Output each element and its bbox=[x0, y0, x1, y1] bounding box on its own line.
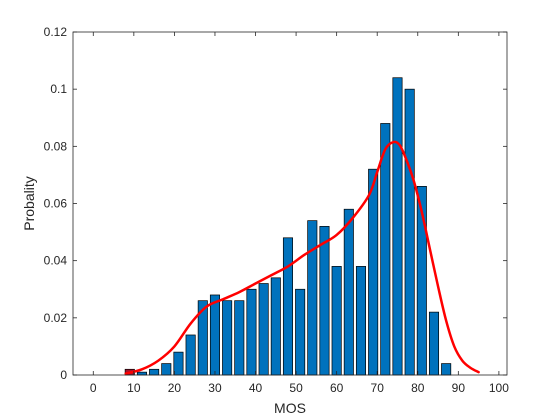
histogram-bar bbox=[295, 288, 306, 376]
histogram-bar bbox=[441, 363, 452, 376]
x-tick-label: 0 bbox=[90, 381, 97, 395]
x-tick-label: 100 bbox=[489, 381, 509, 395]
x-tick-label: 60 bbox=[330, 381, 344, 395]
histogram-bar bbox=[368, 168, 379, 376]
histogram-bar bbox=[185, 334, 196, 376]
x-tick-label: 70 bbox=[371, 381, 385, 395]
histogram-bar bbox=[319, 226, 330, 376]
histogram-bar bbox=[282, 237, 293, 376]
histogram-bar bbox=[343, 208, 354, 376]
histogram-bar bbox=[270, 277, 281, 376]
histogram-bar bbox=[331, 266, 342, 376]
histogram-bar bbox=[222, 300, 233, 376]
histogram-bar bbox=[173, 351, 184, 376]
histogram-bar bbox=[234, 300, 245, 376]
x-tick-label: 30 bbox=[208, 381, 222, 395]
x-tick-label: 20 bbox=[168, 381, 182, 395]
x-tick-label: 80 bbox=[411, 381, 425, 395]
histogram-bar bbox=[136, 371, 147, 376]
x-axis-ticks: 0 10 20 30 40 50 60 70 80 90 100 bbox=[90, 32, 509, 395]
histogram-bar bbox=[392, 77, 403, 376]
y-tick-label: 0.02 bbox=[44, 311, 68, 325]
histogram-bar bbox=[149, 368, 160, 376]
y-tick-label: 0 bbox=[60, 368, 67, 382]
density-curve bbox=[124, 140, 480, 375]
histogram-bar bbox=[161, 363, 172, 376]
histogram-bar bbox=[307, 220, 318, 376]
y-axis-ticks: 0 0.02 0.04 0.06 0.08 0.1 0.12 bbox=[44, 25, 507, 382]
x-axis-label: MOS bbox=[274, 400, 306, 416]
histogram-bar bbox=[404, 88, 415, 376]
x-tick-label: 50 bbox=[289, 381, 303, 395]
y-axis-label: Probality bbox=[21, 176, 37, 230]
histogram-bar bbox=[258, 283, 269, 376]
histogram-bar bbox=[246, 288, 257, 376]
plot-area: 0 10 20 30 40 50 60 70 80 90 100 0 0.02 0.04 0.06 0.08… bbox=[44, 25, 510, 395]
y-tick-label: 0.12 bbox=[44, 25, 68, 39]
histogram-bar bbox=[428, 311, 440, 376]
y-tick-label: 0.06 bbox=[44, 197, 68, 211]
histogram-bar bbox=[355, 266, 367, 376]
x-tick-label: 10 bbox=[127, 381, 141, 395]
histogram-bars bbox=[124, 77, 452, 376]
y-tick-label: 0.1 bbox=[50, 82, 67, 96]
histogram-bar bbox=[209, 294, 220, 376]
x-tick-label: 90 bbox=[452, 381, 466, 395]
x-tick-label: 40 bbox=[249, 381, 263, 395]
y-tick-label: 0.04 bbox=[44, 254, 68, 268]
y-tick-label: 0.08 bbox=[44, 139, 68, 153]
